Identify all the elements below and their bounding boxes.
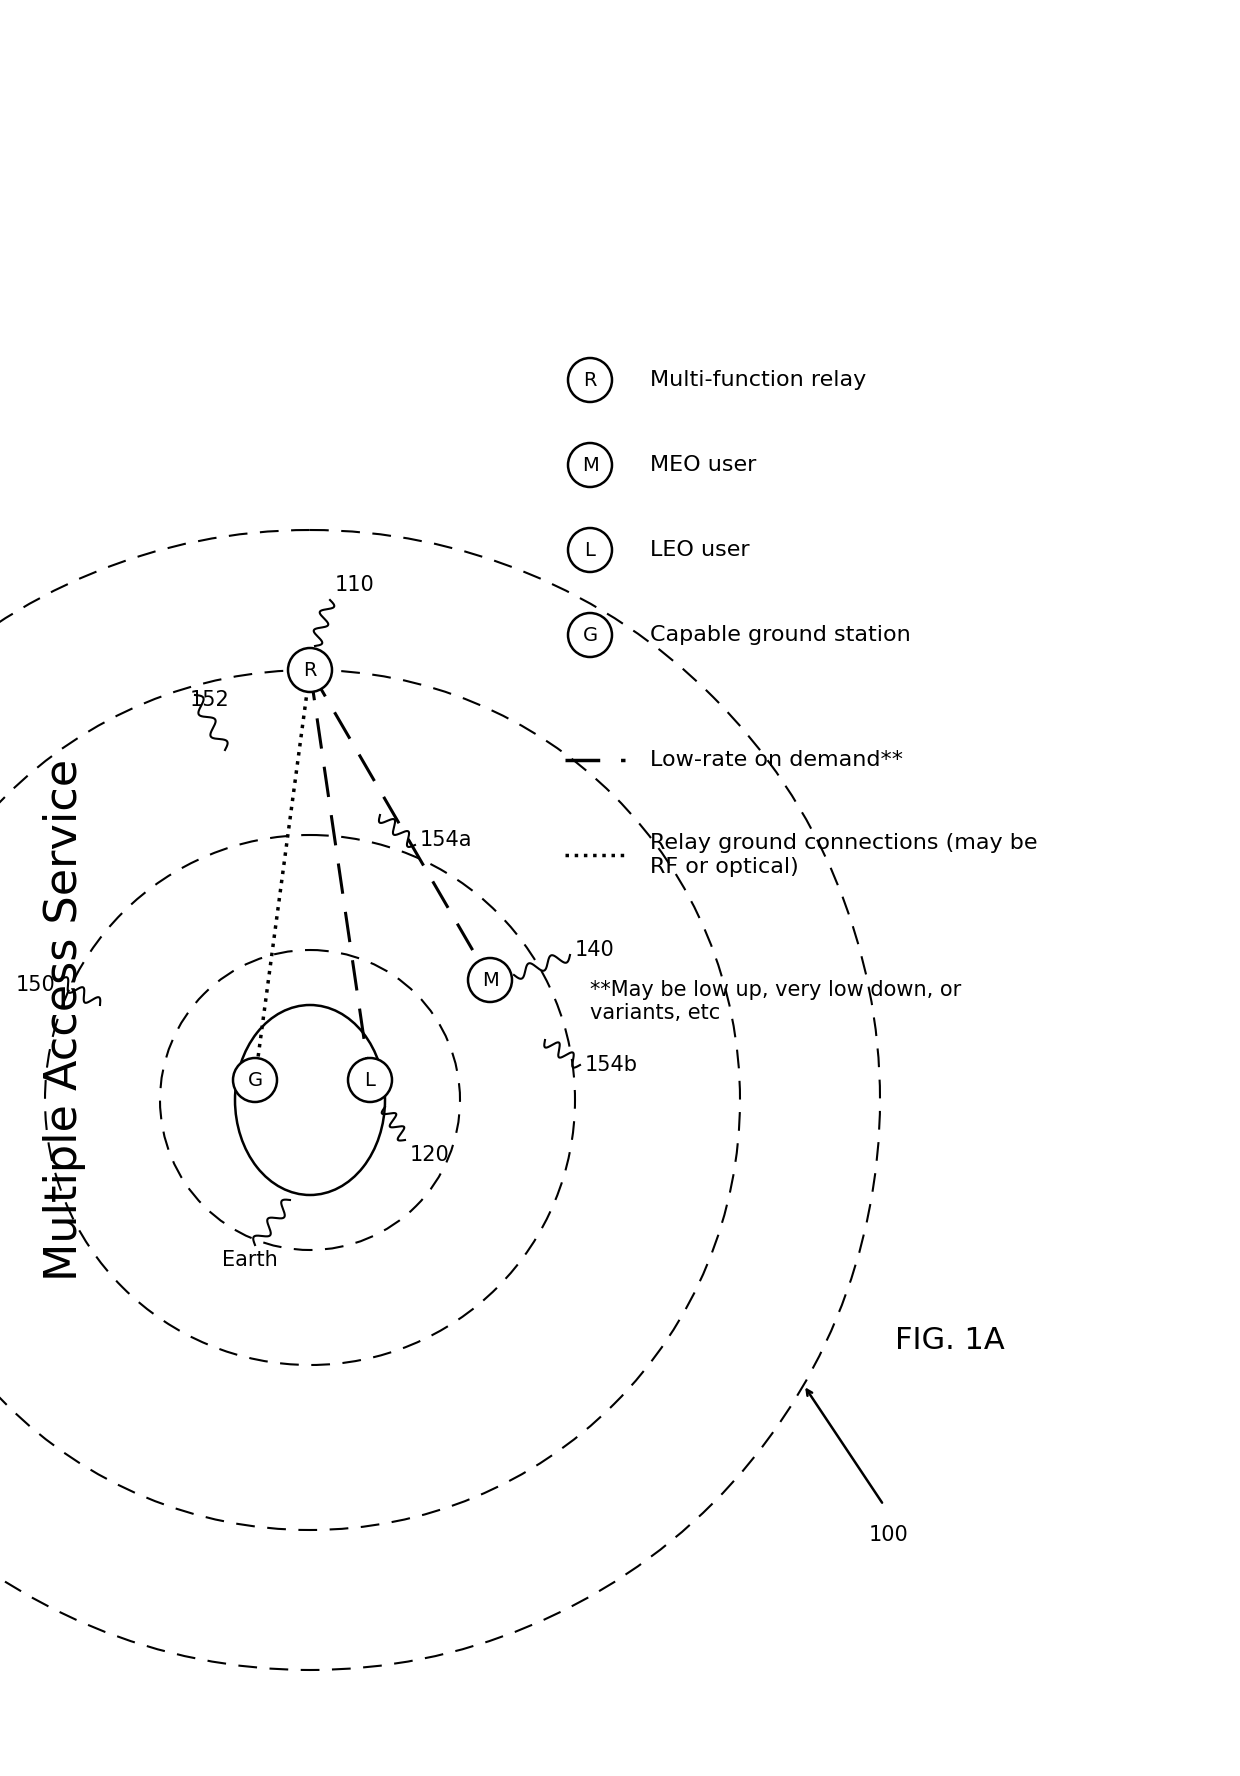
Circle shape (467, 957, 512, 1002)
Text: 152: 152 (190, 691, 229, 710)
Text: G: G (583, 625, 598, 645)
Circle shape (348, 1058, 392, 1101)
Text: Low-rate on demand**: Low-rate on demand** (650, 749, 903, 771)
Text: L: L (365, 1071, 376, 1089)
Text: R: R (583, 371, 596, 389)
Text: Earth: Earth (222, 1250, 278, 1270)
Text: 120: 120 (410, 1146, 450, 1165)
Text: MEO user: MEO user (650, 455, 756, 474)
Text: 154b: 154b (585, 1055, 639, 1074)
Text: 110: 110 (335, 575, 374, 595)
Circle shape (288, 648, 332, 693)
Circle shape (233, 1058, 277, 1101)
Text: Relay ground connections (may be
RF or optical): Relay ground connections (may be RF or o… (650, 833, 1038, 877)
Text: 154a: 154a (420, 829, 472, 851)
Text: **May be low up, very low down, or
variants, etc: **May be low up, very low down, or varia… (590, 980, 961, 1023)
Text: Capable ground station: Capable ground station (650, 625, 910, 645)
Text: 100: 100 (869, 1526, 909, 1545)
Text: LEO user: LEO user (650, 540, 750, 559)
Text: G: G (248, 1071, 263, 1089)
Text: 140: 140 (575, 940, 615, 961)
Text: FIG. 1A: FIG. 1A (895, 1325, 1004, 1355)
Text: M: M (582, 455, 599, 474)
Text: Multi-function relay: Multi-function relay (650, 369, 867, 391)
Text: 150: 150 (15, 975, 55, 995)
Text: Multiple Access Service: Multiple Access Service (43, 758, 87, 1280)
Text: R: R (304, 661, 316, 680)
Text: M: M (481, 970, 498, 989)
Text: L: L (584, 540, 595, 559)
